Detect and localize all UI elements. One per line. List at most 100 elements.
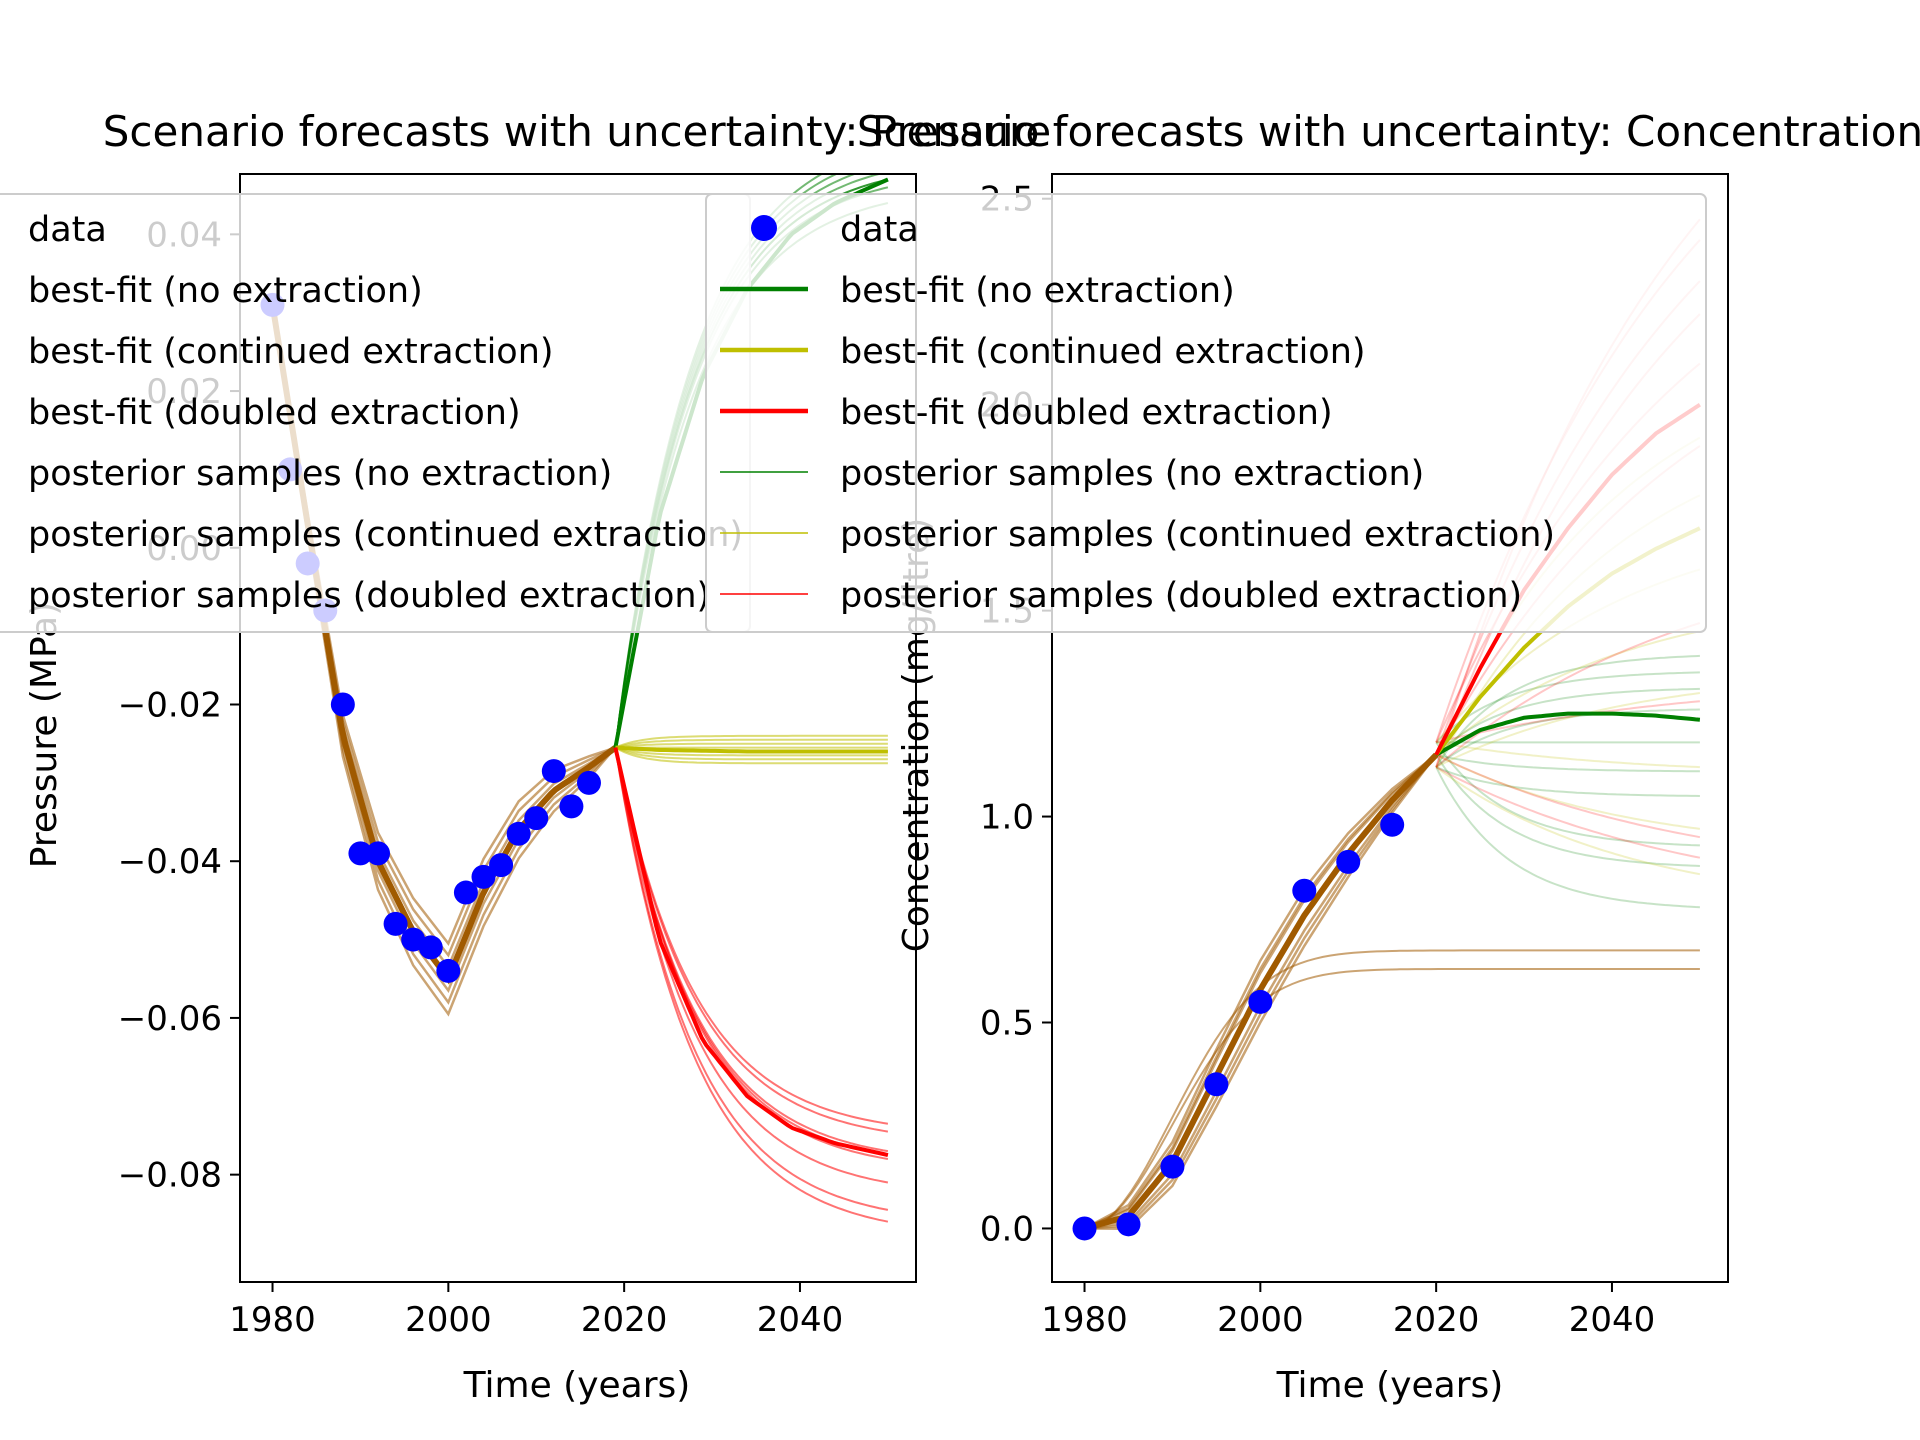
pressure-legend: data best-fit (no extraction) best-fit (co… xyxy=(0,193,751,633)
legend-label: data xyxy=(28,210,107,250)
legend-label: posterior samples (no extraction) xyxy=(840,454,1424,494)
data-point xyxy=(330,692,355,717)
best-fit-line xyxy=(1435,711,1701,757)
y-tick-label: −0.08 xyxy=(118,1156,222,1196)
posterior-sample-calibration xyxy=(1084,754,1438,1230)
posterior-sample-continued-extraction xyxy=(614,746,888,765)
data-point xyxy=(1072,1216,1097,1241)
data-point xyxy=(489,853,514,878)
pressure-title: Scenario forecasts with uncertainty: Pre… xyxy=(103,107,1052,156)
data-point xyxy=(1292,878,1317,903)
data-point xyxy=(541,759,566,784)
legend-label: data xyxy=(840,210,919,250)
legend-label: posterior samples (doubled extraction) xyxy=(840,576,1522,616)
posterior-sample-doubled-extraction xyxy=(1435,753,1701,839)
legend-label: posterior samples (no extraction) xyxy=(28,454,612,494)
best-fit-line xyxy=(615,745,888,754)
legend-label: best-fit (no extraction) xyxy=(840,271,1235,311)
axes-frame xyxy=(239,173,917,1283)
posterior-sample-no-extraction xyxy=(1435,766,1700,797)
x-tick-label: 2020 xyxy=(1393,1300,1480,1340)
y-tick-label: 0.5 xyxy=(980,1004,1034,1044)
posterior-sample-continued-extraction xyxy=(615,742,888,749)
legend-frame xyxy=(705,193,1707,633)
posterior-sample-continued-extraction xyxy=(1435,630,1701,756)
posterior-sample-no-extraction xyxy=(1435,753,1700,773)
data-point xyxy=(1380,812,1405,837)
data-point xyxy=(453,880,478,905)
posterior-sample-no-extraction xyxy=(1435,741,1700,847)
posterior-sample-no-extraction xyxy=(1435,671,1700,744)
posterior-sample-no-extraction xyxy=(1435,654,1700,768)
posterior-sample-no-extraction xyxy=(1435,708,1700,768)
data-point xyxy=(506,821,531,846)
y-tick-label: 0.0 xyxy=(980,1209,1034,1249)
posterior-sample-doubled-extraction xyxy=(1435,766,1701,859)
posterior-sample-continued-extraction xyxy=(615,746,888,761)
posterior-sample-calibration xyxy=(1084,754,1438,1230)
posterior-sample-continued-extraction xyxy=(1435,753,1701,830)
posterior-sample-doubled-extraction xyxy=(1435,700,1700,744)
y-tick-label: −0.06 xyxy=(118,999,222,1039)
legend-marker xyxy=(751,215,777,241)
posterior-sample-doubled-extraction xyxy=(614,747,889,1211)
posterior-sample-calibration xyxy=(1083,753,1438,1230)
data-point xyxy=(1336,849,1361,874)
y-tick-label: −0.02 xyxy=(118,685,222,725)
data-point xyxy=(418,935,443,960)
posterior-sample-doubled-extraction xyxy=(614,747,889,1160)
best-fit-calibration-line xyxy=(1083,752,1439,1232)
data-point xyxy=(1116,1212,1141,1237)
posterior-sample-no-extraction xyxy=(1435,754,1700,867)
x-tick-label: 2040 xyxy=(1569,1300,1656,1340)
legend-label: best-fit (continued extraction) xyxy=(28,332,554,372)
data-point xyxy=(524,806,549,831)
posterior-sample-continued-extraction xyxy=(1435,766,1701,876)
data-point xyxy=(436,958,461,983)
posterior-sample-doubled-extraction xyxy=(614,747,889,1125)
legend-label: best-fit (continued extraction) xyxy=(840,332,1366,372)
concentration-x-axis-label: Time (years) xyxy=(1276,1365,1504,1406)
legend-label: best-fit (no extraction) xyxy=(28,271,423,311)
concentration-legend: data best-fit (no extraction) best-fit (co… xyxy=(705,193,1707,633)
posterior-sample-continued-extraction xyxy=(1436,741,1700,769)
posterior-sample-calibration xyxy=(1084,949,1700,1230)
legend-label: best-fit (doubled extraction) xyxy=(840,393,1333,433)
data-point xyxy=(576,770,601,795)
legend-label: best-fit (doubled extraction) xyxy=(28,393,521,433)
data-point xyxy=(348,841,373,866)
legend-label: posterior samples (continued extraction) xyxy=(840,515,1555,555)
legend-label: posterior samples (continued extraction) xyxy=(28,515,743,555)
posterior-sample-continued-extraction xyxy=(615,734,888,749)
x-tick-label: 2000 xyxy=(1217,1300,1304,1340)
posterior-sample-no-extraction xyxy=(1435,687,1700,756)
data-point xyxy=(1160,1154,1185,1179)
posterior-sample-calibration xyxy=(1083,753,1437,1230)
best-fit-line xyxy=(613,747,889,1158)
concentration-title: Scenario forecasts with uncertainty: Con… xyxy=(857,107,1920,156)
axes-frame xyxy=(1051,173,1729,1283)
x-tick-label: 2040 xyxy=(757,1300,844,1340)
legend-label: posterior samples (doubled extraction) xyxy=(28,576,710,616)
x-tick-label: 2000 xyxy=(405,1300,492,1340)
x-tick-label: 1980 xyxy=(1041,1300,1128,1340)
posterior-sample-continued-extraction xyxy=(615,746,888,757)
posterior-sample-doubled-extraction xyxy=(614,747,889,1223)
x-tick-label: 1980 xyxy=(229,1300,316,1340)
data-point xyxy=(383,911,408,936)
posterior-sample-doubled-extraction xyxy=(614,747,889,1133)
posterior-sample-continued-extraction xyxy=(615,738,888,749)
data-point xyxy=(559,794,584,819)
data-point xyxy=(366,841,391,866)
posterior-sample-calibration xyxy=(1084,968,1700,1230)
data-point xyxy=(471,864,496,889)
pressure-y-axis-label: Pressure (MPa) xyxy=(24,602,65,868)
data-point xyxy=(1248,989,1273,1014)
x-tick-label: 2020 xyxy=(581,1300,668,1340)
posterior-sample-continued-extraction xyxy=(1435,692,1701,768)
posterior-sample-no-extraction xyxy=(1435,766,1700,909)
y-tick-label: 1.0 xyxy=(980,798,1034,838)
pressure-x-axis-label: Time (years) xyxy=(463,1365,691,1406)
data-point xyxy=(1204,1072,1229,1097)
